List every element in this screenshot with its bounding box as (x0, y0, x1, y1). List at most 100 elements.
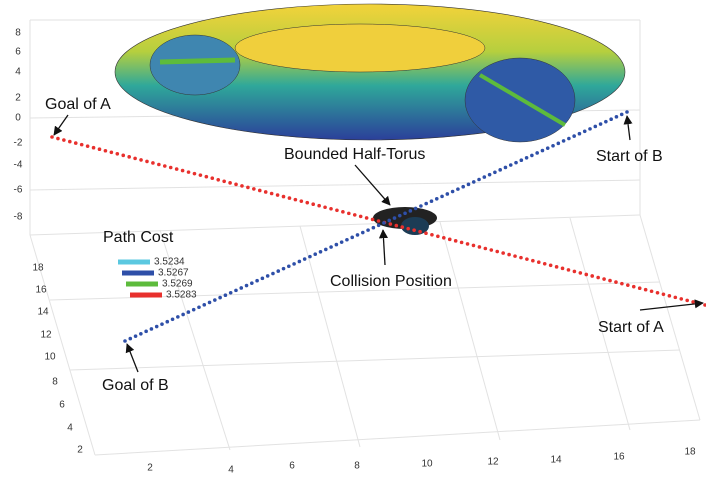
path-dot (472, 180, 476, 184)
path-dot (514, 161, 518, 165)
legend-label: 3.5283 (166, 290, 197, 301)
path-dot (674, 296, 678, 300)
path-dot (620, 113, 624, 117)
path-dot (460, 241, 464, 245)
path-dot (398, 214, 402, 218)
path-dot (228, 181, 232, 185)
path-dot (157, 163, 161, 167)
path-dot (567, 137, 571, 141)
path-dot (144, 330, 148, 334)
path-dot (68, 140, 72, 144)
figure: Path Cost Goal of A Start of B Bounded H… (0, 0, 706, 481)
path-dot (329, 245, 333, 249)
path-dot (615, 115, 619, 119)
path-dot (116, 152, 120, 156)
y-tick-label: 16 (35, 285, 47, 296)
path-dot (359, 215, 363, 219)
legend-label: 3.5267 (158, 268, 189, 279)
path-dot (234, 183, 238, 187)
x-tick-label: 14 (550, 455, 562, 466)
path-dot (578, 132, 582, 136)
path-dot (609, 117, 613, 121)
path-dot (62, 138, 66, 142)
path-dot (264, 190, 268, 194)
path-dot (638, 286, 642, 290)
path-dot (519, 256, 523, 260)
path-dot (80, 143, 84, 147)
path-dot (239, 286, 243, 290)
path-dot (213, 298, 217, 302)
path-dot (311, 202, 315, 206)
path-dot (287, 264, 291, 268)
path-dot (590, 274, 594, 278)
path-dot (145, 160, 149, 164)
path-dot (317, 204, 321, 208)
path-dot (210, 176, 214, 180)
path-dot (679, 297, 683, 301)
path-dot (240, 184, 244, 188)
path-dot (361, 231, 365, 235)
path-dot (261, 277, 265, 281)
path-dot (412, 228, 416, 232)
path-dot (656, 291, 660, 295)
path-dot (650, 289, 654, 293)
path-dot (319, 250, 323, 254)
path-dot (419, 204, 423, 208)
y-tick-label: 2 (77, 445, 83, 456)
y-tick-label: 14 (37, 307, 49, 318)
path-dot (495, 250, 499, 254)
path-dot (498, 168, 502, 172)
path-dot (377, 219, 381, 223)
annotation: Start of A (598, 319, 664, 336)
paths (50, 110, 706, 343)
path-dot (430, 199, 434, 203)
path-dot (395, 224, 399, 228)
path-dot (662, 293, 666, 297)
path-dot (483, 175, 487, 179)
path-dot (266, 274, 270, 278)
path-dot (599, 122, 603, 126)
x-tick-label: 12 (487, 457, 499, 468)
annotation: Goal of A (45, 96, 111, 113)
path-dot (440, 195, 444, 199)
path-dot (493, 170, 497, 174)
path-dot (305, 201, 309, 205)
x-tick-label: 6 (289, 461, 295, 472)
path-dot (139, 158, 143, 162)
path-dot (128, 337, 132, 341)
path-dot (409, 209, 413, 213)
path-dot (175, 167, 179, 171)
path-dot (525, 257, 529, 261)
path-dot (56, 137, 60, 141)
path-dot (389, 222, 393, 226)
path-dot (456, 187, 460, 191)
path-dot (324, 248, 328, 252)
path-dot (160, 322, 164, 326)
path-dot (614, 280, 618, 284)
path-dot (193, 172, 197, 176)
path-dot (366, 228, 370, 232)
path-dot (181, 169, 185, 173)
path-dot (588, 127, 592, 131)
path-dot (596, 276, 600, 280)
path-dot (507, 253, 511, 257)
path-dot (163, 164, 167, 168)
z-tick-label: 4 (15, 67, 21, 78)
path-dot (584, 273, 588, 277)
path-dot (561, 267, 565, 271)
path-dot (467, 183, 471, 187)
path-dot (562, 139, 566, 143)
path-dot (448, 238, 452, 242)
path-dot (451, 190, 455, 194)
path-dot (691, 300, 695, 304)
path-dot (205, 175, 209, 179)
path-dot (393, 216, 397, 220)
legend-label: 3.5269 (162, 279, 193, 290)
half-torus (115, 4, 625, 235)
path-dot (218, 296, 222, 300)
path-dot (171, 318, 175, 322)
path-dot (292, 262, 296, 266)
path-dot (573, 270, 577, 274)
path-dot (365, 216, 369, 220)
path-dot (446, 192, 450, 196)
